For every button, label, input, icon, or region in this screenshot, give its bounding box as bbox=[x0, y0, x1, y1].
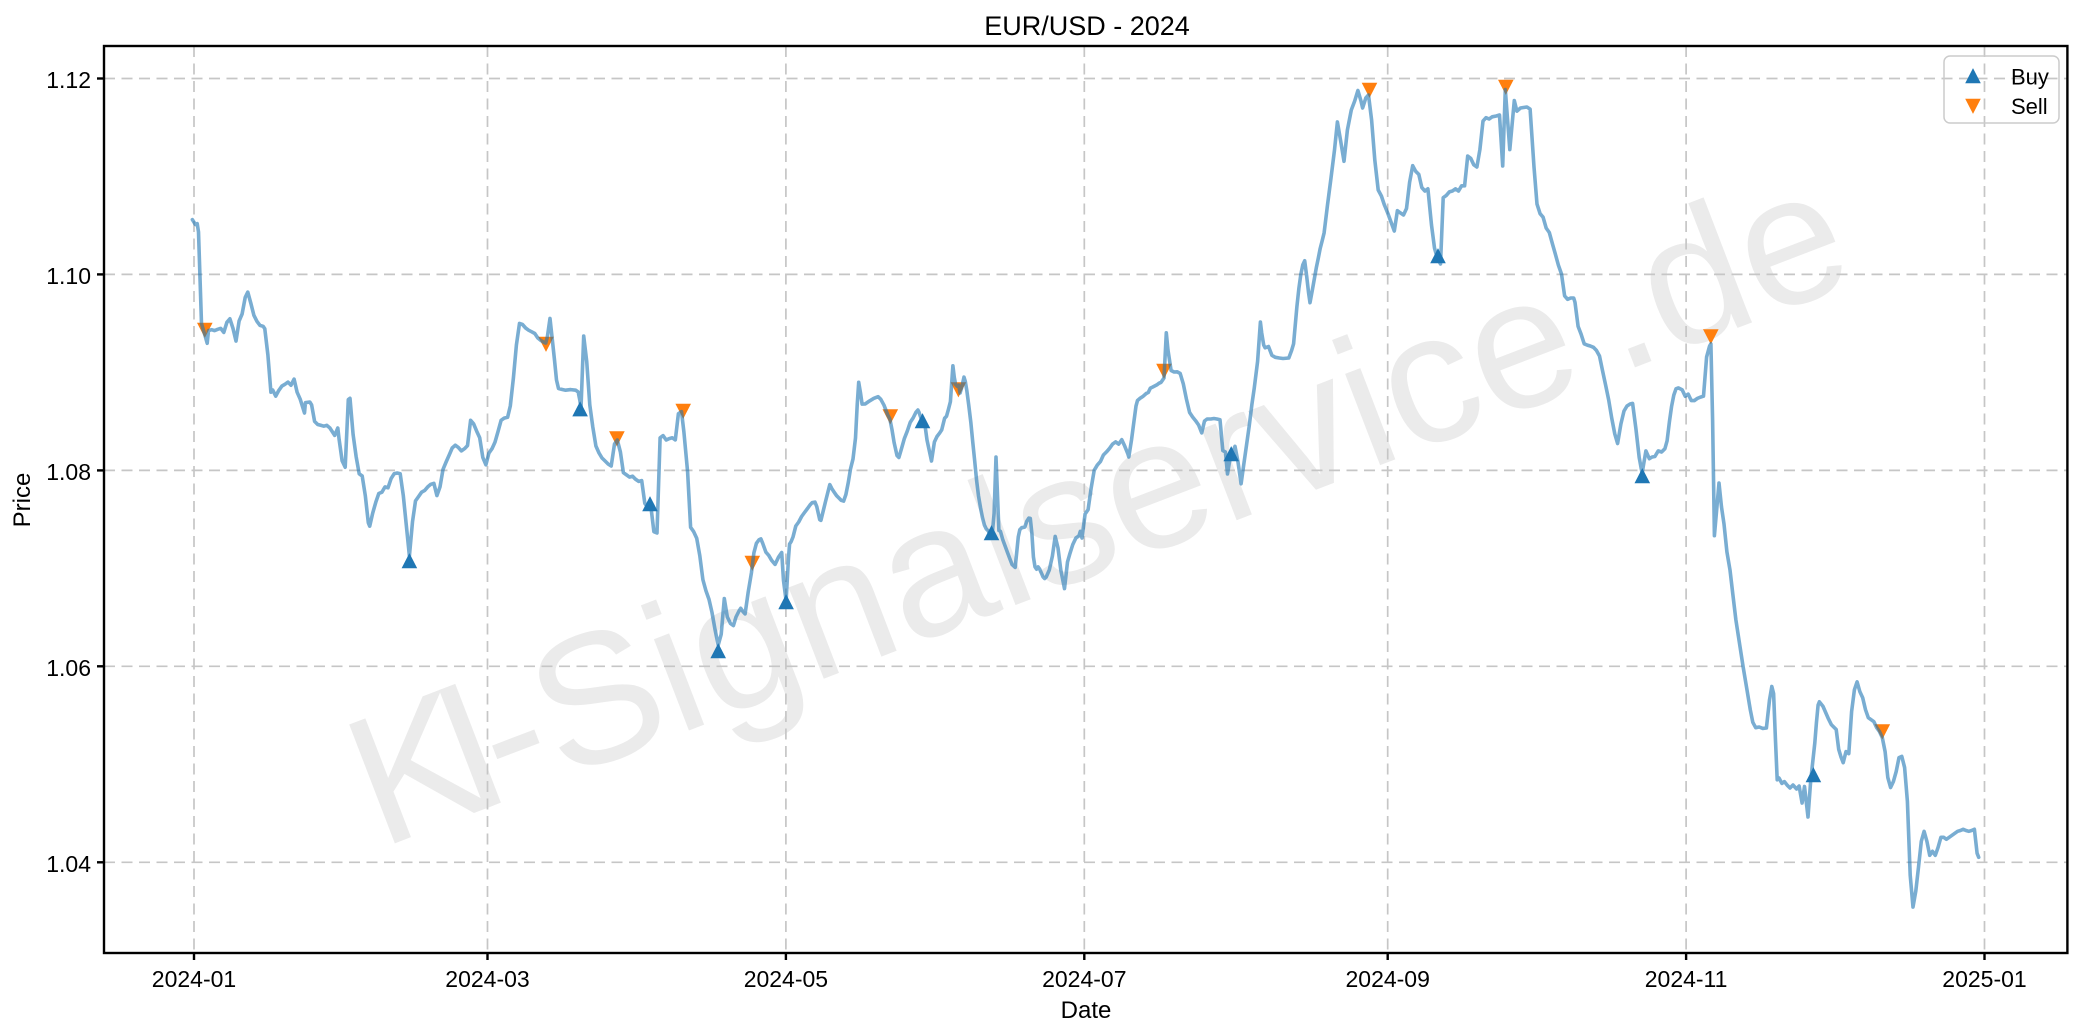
svg-text:1.06: 1.06 bbox=[46, 655, 91, 681]
svg-text:2024-03: 2024-03 bbox=[445, 966, 529, 992]
svg-text:EUR/USD - 2024: EUR/USD - 2024 bbox=[984, 11, 1190, 41]
svg-text:Sell: Sell bbox=[2011, 94, 2048, 119]
svg-text:Buy: Buy bbox=[2011, 65, 2049, 90]
svg-text:1.12: 1.12 bbox=[46, 67, 91, 93]
svg-text:2024-05: 2024-05 bbox=[744, 966, 828, 992]
svg-text:2024-01: 2024-01 bbox=[152, 966, 236, 992]
svg-text:Price: Price bbox=[9, 473, 36, 528]
svg-text:2024-09: 2024-09 bbox=[1345, 966, 1429, 992]
svg-text:2024-07: 2024-07 bbox=[1042, 966, 1126, 992]
svg-text:2025-01: 2025-01 bbox=[1942, 966, 2026, 992]
svg-text:1.08: 1.08 bbox=[46, 459, 91, 485]
svg-text:1.04: 1.04 bbox=[46, 851, 91, 877]
svg-text:1.10: 1.10 bbox=[46, 263, 91, 289]
svg-text:Date: Date bbox=[1061, 997, 1112, 1024]
svg-text:2024-11: 2024-11 bbox=[1645, 966, 1728, 992]
